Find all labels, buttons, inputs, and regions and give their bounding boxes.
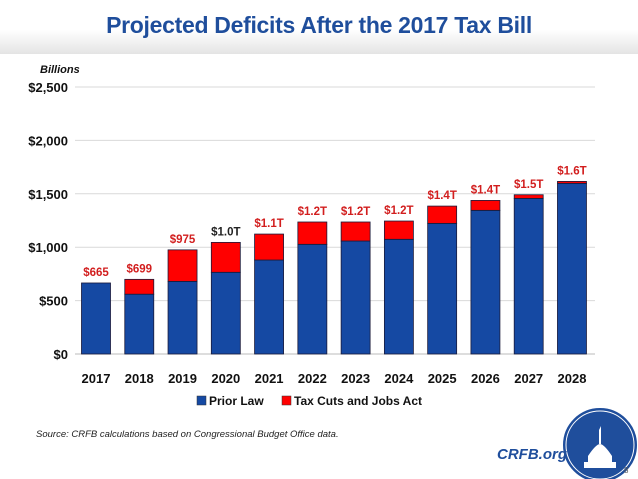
- y-tick-label: $500: [39, 294, 68, 309]
- bar-prior-law: [383, 238, 414, 355]
- bar-tax-act: [513, 194, 544, 199]
- x-tick-label: 2024: [384, 371, 414, 386]
- data-label: $1.6T: [557, 165, 586, 177]
- data-label: $1.5T: [514, 179, 543, 191]
- bar-tax-act: [427, 205, 458, 224]
- legend-swatch-tax-act: [281, 395, 292, 406]
- y-tick-label: $1,000: [28, 240, 68, 255]
- legend-label-tax-act: Tax Cuts and Jobs Act: [294, 394, 422, 408]
- bar-prior-law: [297, 243, 328, 355]
- crfb-logo: [561, 406, 638, 479]
- bar-tax-act: [383, 220, 414, 240]
- data-label: $1.2T: [298, 206, 327, 218]
- data-label: $1.4T: [471, 184, 500, 196]
- data-label: $1.0T: [211, 226, 240, 238]
- x-tick-label: 2020: [211, 371, 240, 386]
- site-link[interactable]: CRFB.org: [497, 446, 567, 463]
- bar-tax-act: [340, 221, 371, 242]
- page-title: Projected Deficits After the 2017 Tax Bi…: [106, 12, 532, 38]
- bar-tax-act: [297, 221, 328, 245]
- legend-label-prior-law: Prior Law: [209, 394, 264, 408]
- page-number: 8: [624, 466, 629, 475]
- bar-tax-act: [470, 200, 501, 211]
- bar-prior-law: [470, 209, 501, 355]
- x-tick-label: 2021: [255, 371, 284, 386]
- bar-tax-act: [557, 181, 587, 184]
- header-band: [0, 0, 638, 54]
- capitol-dome-icon: [584, 426, 616, 468]
- data-label: $975: [170, 234, 196, 246]
- y-axis-label: Billions: [40, 64, 80, 76]
- legend: Prior Law Tax Cuts and Jobs Act: [196, 394, 422, 408]
- data-label: $1.4T: [427, 190, 456, 202]
- x-tick-label: 2028: [558, 371, 587, 386]
- data-label: $1.1T: [254, 218, 283, 230]
- y-tick-label: $2,000: [28, 133, 68, 148]
- data-label: $1.2T: [384, 205, 413, 217]
- data-label: $1.2T: [341, 206, 370, 218]
- bar-tax-act: [254, 233, 284, 261]
- source-note: Source: CRFB calculations based on Congr…: [36, 429, 339, 440]
- bar-prior-law: [427, 222, 458, 355]
- bar-tax-act: [124, 278, 155, 295]
- bar-tax-act: [167, 249, 198, 282]
- x-tick-label: 2025: [428, 371, 457, 386]
- x-tick-label: 2017: [82, 371, 111, 386]
- bar-prior-law: [513, 197, 544, 355]
- x-tick-label: 2019: [168, 371, 197, 386]
- legend-swatch-prior-law: [196, 395, 207, 406]
- x-tick-label: 2027: [514, 371, 543, 386]
- x-tick-label: 2018: [125, 371, 154, 386]
- bar-prior-law: [340, 240, 371, 355]
- bar-prior-law: [167, 280, 198, 355]
- bar-prior-law: [557, 182, 587, 355]
- bar-prior-law: [81, 282, 111, 355]
- x-tick-label: 2026: [471, 371, 500, 386]
- bar-prior-law: [124, 293, 155, 355]
- bar-prior-law: [254, 259, 284, 355]
- x-tick-label: 2023: [341, 371, 370, 386]
- y-tick-label: $1,500: [28, 187, 68, 202]
- bar-prior-law: [210, 271, 241, 355]
- y-tick-label: $2,500: [28, 80, 68, 95]
- data-label: $699: [126, 263, 152, 275]
- bar-tax-act: [210, 241, 241, 273]
- data-label: $665: [83, 267, 109, 279]
- y-tick-label: $0: [54, 347, 68, 362]
- x-tick-label: 2022: [298, 371, 327, 386]
